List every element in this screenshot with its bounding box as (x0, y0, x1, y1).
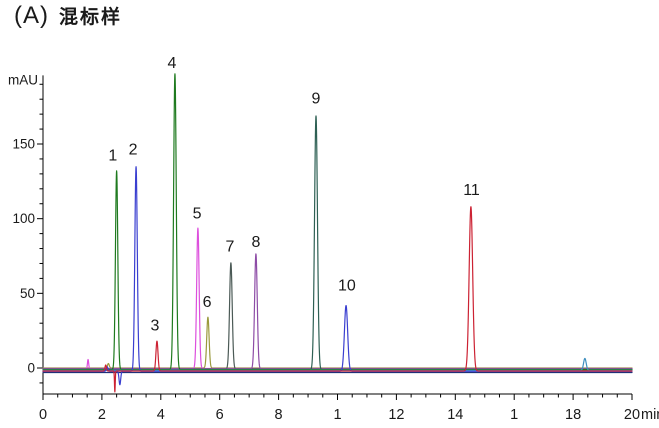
x-axis-unit: min (641, 407, 659, 423)
peak-label-6: 6 (203, 294, 212, 311)
y-tick-label: 50 (20, 286, 35, 301)
x-tick-label: 1 (333, 407, 341, 423)
y-tick-label: 150 (12, 137, 35, 152)
trace-purple (42, 253, 633, 370)
x-tick-label: 2 (98, 407, 106, 423)
x-tick-label: 12 (388, 407, 404, 423)
peak-label-10: 10 (338, 277, 356, 294)
x-tick-label: 18 (565, 407, 581, 423)
trace-green (42, 73, 633, 371)
peak-label-8: 8 (251, 234, 260, 251)
x-tick-label: 14 (447, 407, 463, 423)
peak-label-3: 3 (150, 318, 159, 335)
x-tick-label: 6 (216, 407, 224, 423)
peak-label-2: 2 (129, 141, 138, 158)
y-tick-label: 0 (27, 361, 35, 376)
peak-label-1: 1 (108, 147, 117, 164)
trace-red (42, 206, 633, 393)
y-axis-unit: mAU (8, 72, 38, 87)
x-tick-label: 8 (275, 407, 283, 423)
peak-label-4: 4 (168, 55, 177, 72)
peak-label-7: 7 (226, 239, 235, 256)
trace-olive (42, 316, 633, 369)
title-text: 混标样 (59, 7, 123, 28)
panel-label: (A) (14, 2, 49, 29)
trace-magenta (42, 227, 633, 370)
x-tick-label: 20 (624, 407, 640, 423)
x-tick-label: 4 (157, 407, 165, 423)
chart-title: (A) 混标样 (14, 2, 122, 30)
peak-label-9: 9 (312, 91, 321, 108)
x-tick-label: 1 (510, 407, 518, 423)
peak-label-11: 11 (463, 182, 480, 199)
peak-label-5: 5 (193, 206, 202, 223)
y-tick-label: 100 (12, 211, 35, 226)
x-tick-label: 0 (39, 407, 47, 423)
trace-blue (42, 166, 633, 386)
